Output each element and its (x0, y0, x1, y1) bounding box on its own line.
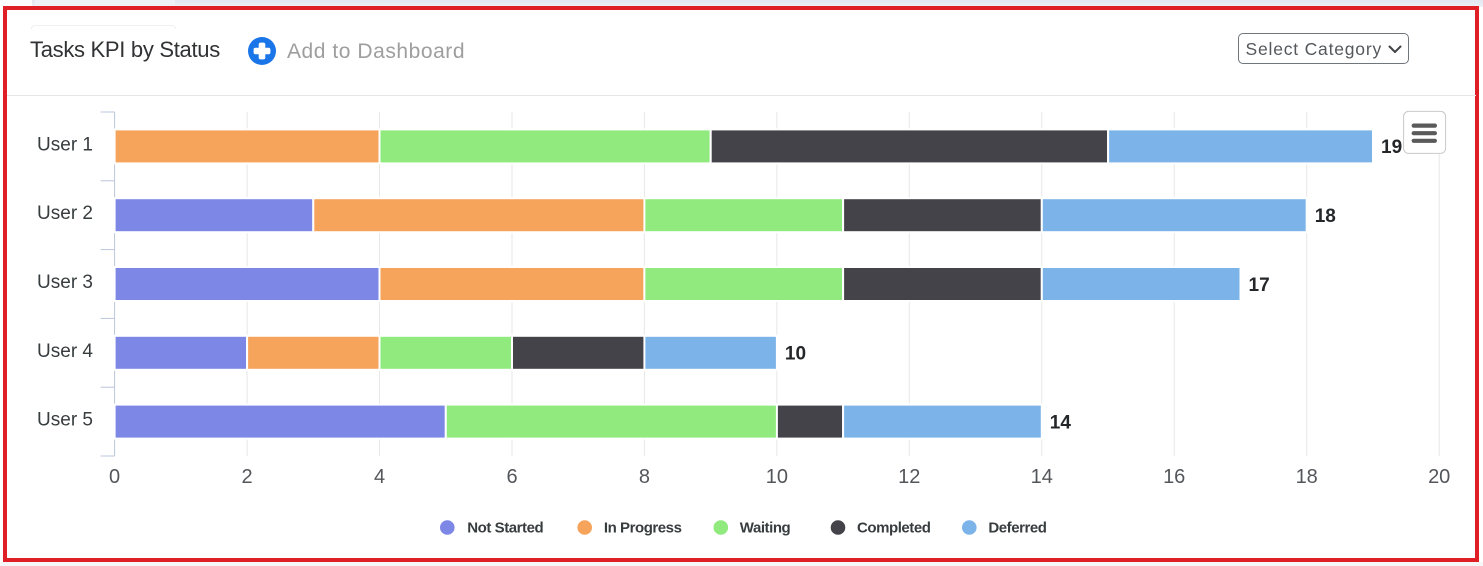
svg-text:Completed: Completed (857, 520, 931, 537)
svg-text:Deferred: Deferred (988, 520, 1046, 537)
svg-text:User 2: User 2 (37, 203, 93, 224)
svg-text:10: 10 (766, 466, 788, 488)
svg-text:12: 12 (898, 466, 920, 488)
svg-text:0: 0 (109, 466, 120, 488)
svg-text:User 4: User 4 (37, 341, 93, 362)
svg-text:Waiting: Waiting (740, 520, 791, 537)
svg-text:18: 18 (1296, 466, 1318, 488)
svg-text:20: 20 (1428, 466, 1450, 488)
svg-text:16: 16 (1163, 466, 1185, 488)
svg-text:In Progress: In Progress (604, 520, 682, 537)
svg-text:10: 10 (785, 344, 806, 365)
svg-text:4: 4 (374, 466, 385, 488)
svg-text:14: 14 (1031, 466, 1053, 488)
svg-text:17: 17 (1249, 275, 1270, 296)
svg-text:18: 18 (1315, 206, 1336, 227)
svg-text:8: 8 (639, 466, 650, 488)
svg-text:19: 19 (1381, 137, 1402, 158)
svg-text:Not Started: Not Started (467, 520, 543, 537)
svg-text:User 3: User 3 (37, 272, 93, 293)
svg-text:User 5: User 5 (37, 410, 93, 431)
svg-text:2: 2 (242, 466, 253, 488)
svg-text:6: 6 (506, 466, 517, 488)
svg-text:14: 14 (1050, 412, 1072, 433)
svg-text:User 1: User 1 (37, 134, 93, 155)
